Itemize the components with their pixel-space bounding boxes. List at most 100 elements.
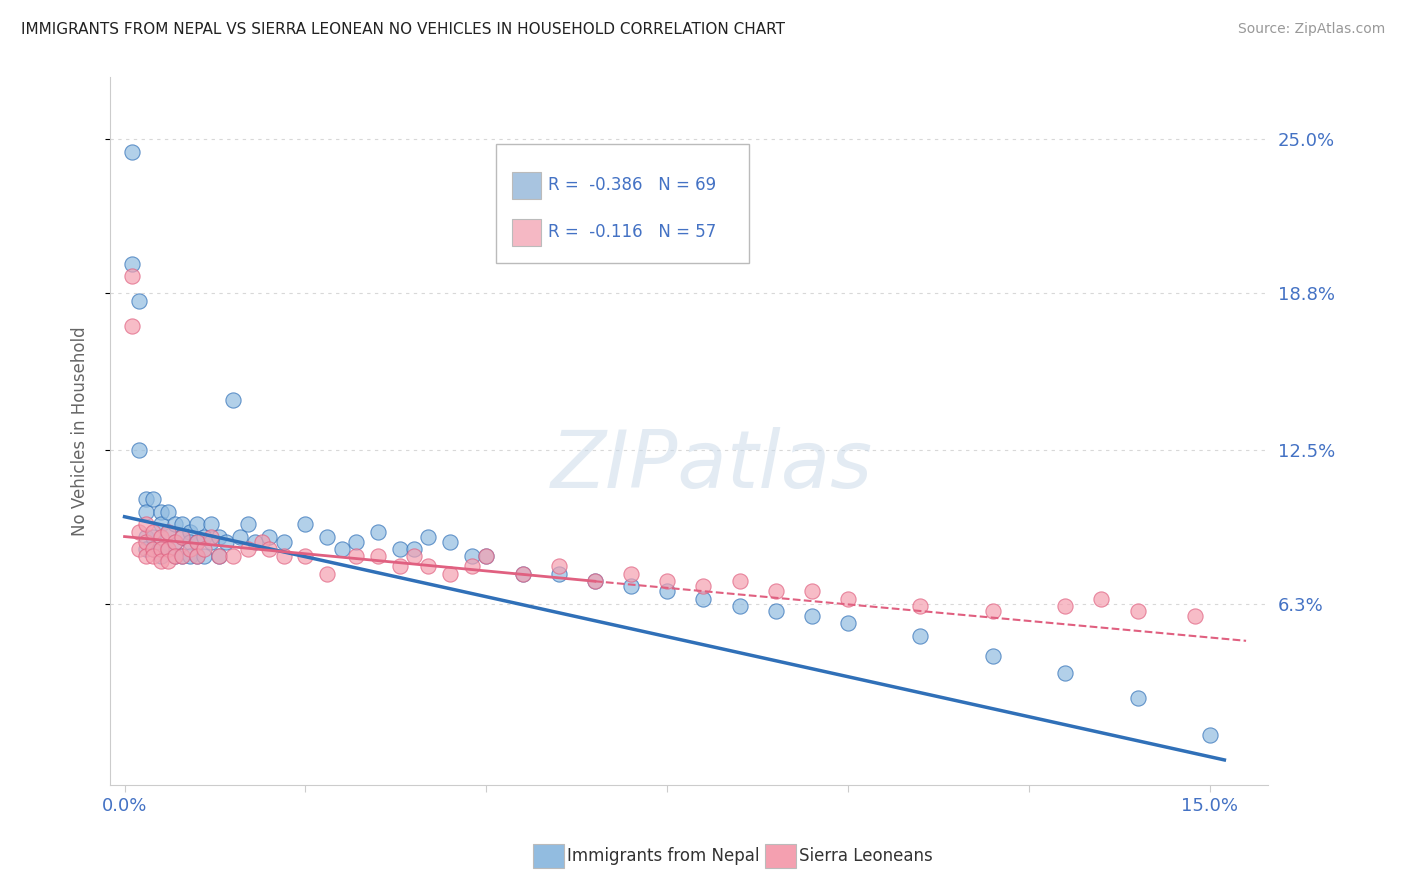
Point [439,566,461,581]
Point [186,517,208,532]
Point [1184,609,1206,624]
Point [207,530,229,544]
Point [910,599,932,613]
Point [657,584,679,599]
Point [273,549,295,564]
Point [388,541,411,556]
Point [207,549,229,564]
Point [236,517,259,532]
Point [128,524,150,539]
Point [186,534,208,549]
Point [165,534,187,549]
Point [149,530,172,544]
Point [172,517,194,532]
Point [294,549,316,564]
Point [250,534,273,549]
Point [186,549,208,564]
Point [316,566,339,581]
Point [156,505,179,519]
Point [657,574,679,589]
Point [1054,666,1077,681]
Point [142,530,165,544]
Point [367,524,389,539]
Point [222,549,245,564]
Point [121,145,143,159]
Point [273,534,295,549]
Point [135,534,157,549]
Point [910,629,932,643]
Point [135,530,157,544]
Point [165,549,187,564]
Point [193,530,215,544]
Point [294,517,316,532]
Point [156,541,179,556]
Point [418,530,440,544]
Point [179,534,201,549]
Point [439,534,461,549]
Point [620,566,643,581]
Point [179,541,201,556]
Point [172,530,194,544]
Point [179,549,201,564]
Point [128,293,150,308]
Point [135,541,157,556]
Point [156,554,179,568]
Point [149,517,172,532]
Point [800,609,823,624]
Point [765,584,787,599]
Point [149,541,172,556]
Text: ZIPatlas: ZIPatlas [551,427,873,506]
Point [135,517,157,532]
Point [583,574,606,589]
Point [236,541,259,556]
Point [402,541,425,556]
Point [186,534,208,549]
Point [172,530,194,544]
Point [200,517,222,532]
Point [981,604,1004,618]
Point [1126,604,1149,618]
Text: IMMIGRANTS FROM NEPAL VS SIERRA LEONEAN NO VEHICLES IN HOUSEHOLD CORRELATION CHA: IMMIGRANTS FROM NEPAL VS SIERRA LEONEAN … [21,22,785,37]
Text: R =  -0.386   N = 69: R = -0.386 N = 69 [548,177,716,194]
Point [243,534,266,549]
Point [186,549,208,564]
Point [367,549,389,564]
Text: Sierra Leoneans: Sierra Leoneans [799,847,932,865]
Point [156,524,179,539]
Point [142,541,165,556]
Point [200,530,222,544]
Point [193,541,215,556]
Point [135,505,157,519]
Point [1054,599,1077,613]
Point [142,541,165,556]
Point [837,591,859,606]
Point [728,574,751,589]
Point [1090,591,1112,606]
Point [156,541,179,556]
Point [981,648,1004,663]
Point [135,549,157,564]
Point [172,549,194,564]
Point [165,534,187,549]
Point [121,268,143,283]
Point [765,604,787,618]
Point [402,549,425,564]
Point [475,549,498,564]
Point [418,559,440,574]
Point [156,524,179,539]
Point [728,599,751,613]
Point [583,574,606,589]
Text: Source: ZipAtlas.com: Source: ZipAtlas.com [1237,22,1385,37]
Point [128,442,150,457]
Point [344,549,367,564]
Point [344,534,367,549]
Point [475,549,498,564]
Point [200,534,222,549]
Point [207,549,229,564]
Point [222,393,245,408]
Point [461,549,484,564]
Point [259,530,281,544]
Text: Immigrants from Nepal: Immigrants from Nepal [567,847,759,865]
Point [142,549,165,564]
Point [121,256,143,270]
